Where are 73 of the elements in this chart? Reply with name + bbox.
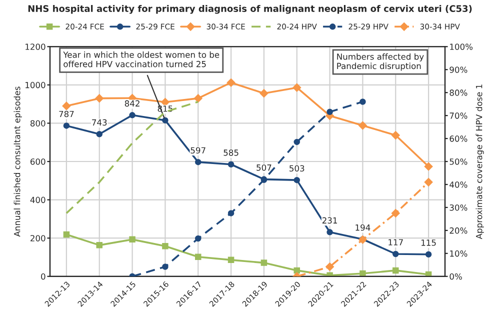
point [95, 94, 104, 102]
y2-tick-label: 40% [450, 181, 468, 188]
data-label: 842 [124, 100, 140, 107]
point [360, 98, 366, 105]
point [292, 83, 302, 92]
point [294, 176, 300, 184]
annotation: Numbers affected by Pandemic disruption [337, 53, 424, 71]
point [425, 251, 432, 258]
point [392, 267, 399, 274]
y2-tick-label: 10% [450, 250, 468, 257]
point [195, 158, 202, 166]
y-tick-label: 400 [30, 196, 46, 204]
data-label: 503 [290, 165, 304, 172]
point [195, 235, 202, 242]
point [63, 231, 70, 238]
point [129, 236, 136, 243]
point [358, 121, 367, 130]
point [260, 260, 268, 266]
point [129, 112, 136, 118]
y-tick-label: 800 [30, 120, 46, 126]
data-label: 507 [256, 164, 272, 171]
point [162, 243, 168, 250]
point [162, 117, 168, 124]
y-tick-label: 0 [41, 273, 46, 280]
point [96, 242, 102, 248]
y-axis-title: Annual finished consultant episodes [14, 86, 22, 237]
data-label: 115 [422, 240, 436, 246]
point [96, 131, 102, 138]
y2-tick-label: 90% [450, 66, 468, 73]
data-label: 231 [322, 217, 337, 224]
y2-tick-label: 70% [450, 112, 468, 119]
point [228, 256, 234, 264]
y-tick-label: 600 [30, 158, 46, 165]
data-label: 787 [59, 110, 74, 118]
y2-tick-label: 80% [450, 90, 468, 96]
y2-tick-label: 50% [450, 158, 468, 165]
data-label: 585 [224, 150, 238, 156]
point [260, 89, 268, 98]
data-label: 117 [388, 239, 403, 246]
data-label: 743 [92, 119, 107, 126]
y2-axis-title: Approximate coverage of HPV dose 1 [476, 84, 484, 240]
point [294, 267, 300, 274]
point [425, 271, 432, 276]
point [162, 264, 168, 270]
point [326, 262, 334, 271]
y2-tick-label: 30% [450, 204, 468, 211]
point [326, 229, 333, 236]
point [194, 94, 202, 102]
point [228, 161, 234, 168]
point [391, 209, 400, 218]
point [392, 250, 399, 258]
point [326, 108, 333, 115]
y2-tick-label: 60% [450, 136, 468, 142]
y-tick-label: 200 [30, 235, 46, 242]
point [424, 162, 433, 171]
chart-title: NHS hospital activity for primary diagnosis of malignant neoplasm of cervix uteri (C53) [28, 4, 472, 14]
point [63, 122, 70, 129]
point [360, 270, 366, 276]
y2-tick-label: 100% [450, 44, 473, 50]
y-tick-label: 1200 [26, 44, 46, 50]
point [62, 102, 71, 110]
point [294, 138, 300, 146]
point [226, 78, 236, 87]
point [195, 254, 202, 260]
y-tick-label: 1000 [26, 82, 46, 88]
data-label: 194 [356, 224, 370, 231]
point [228, 210, 234, 216]
point [391, 131, 400, 140]
annotation: Year in which the oldest women to be offered HPV vaccination turned 25 [63, 51, 220, 68]
data-label: 597 [190, 147, 206, 154]
y2-tick-label: 0% [450, 273, 462, 280]
y2-tick-label: 20% [450, 227, 468, 234]
point [424, 178, 433, 186]
